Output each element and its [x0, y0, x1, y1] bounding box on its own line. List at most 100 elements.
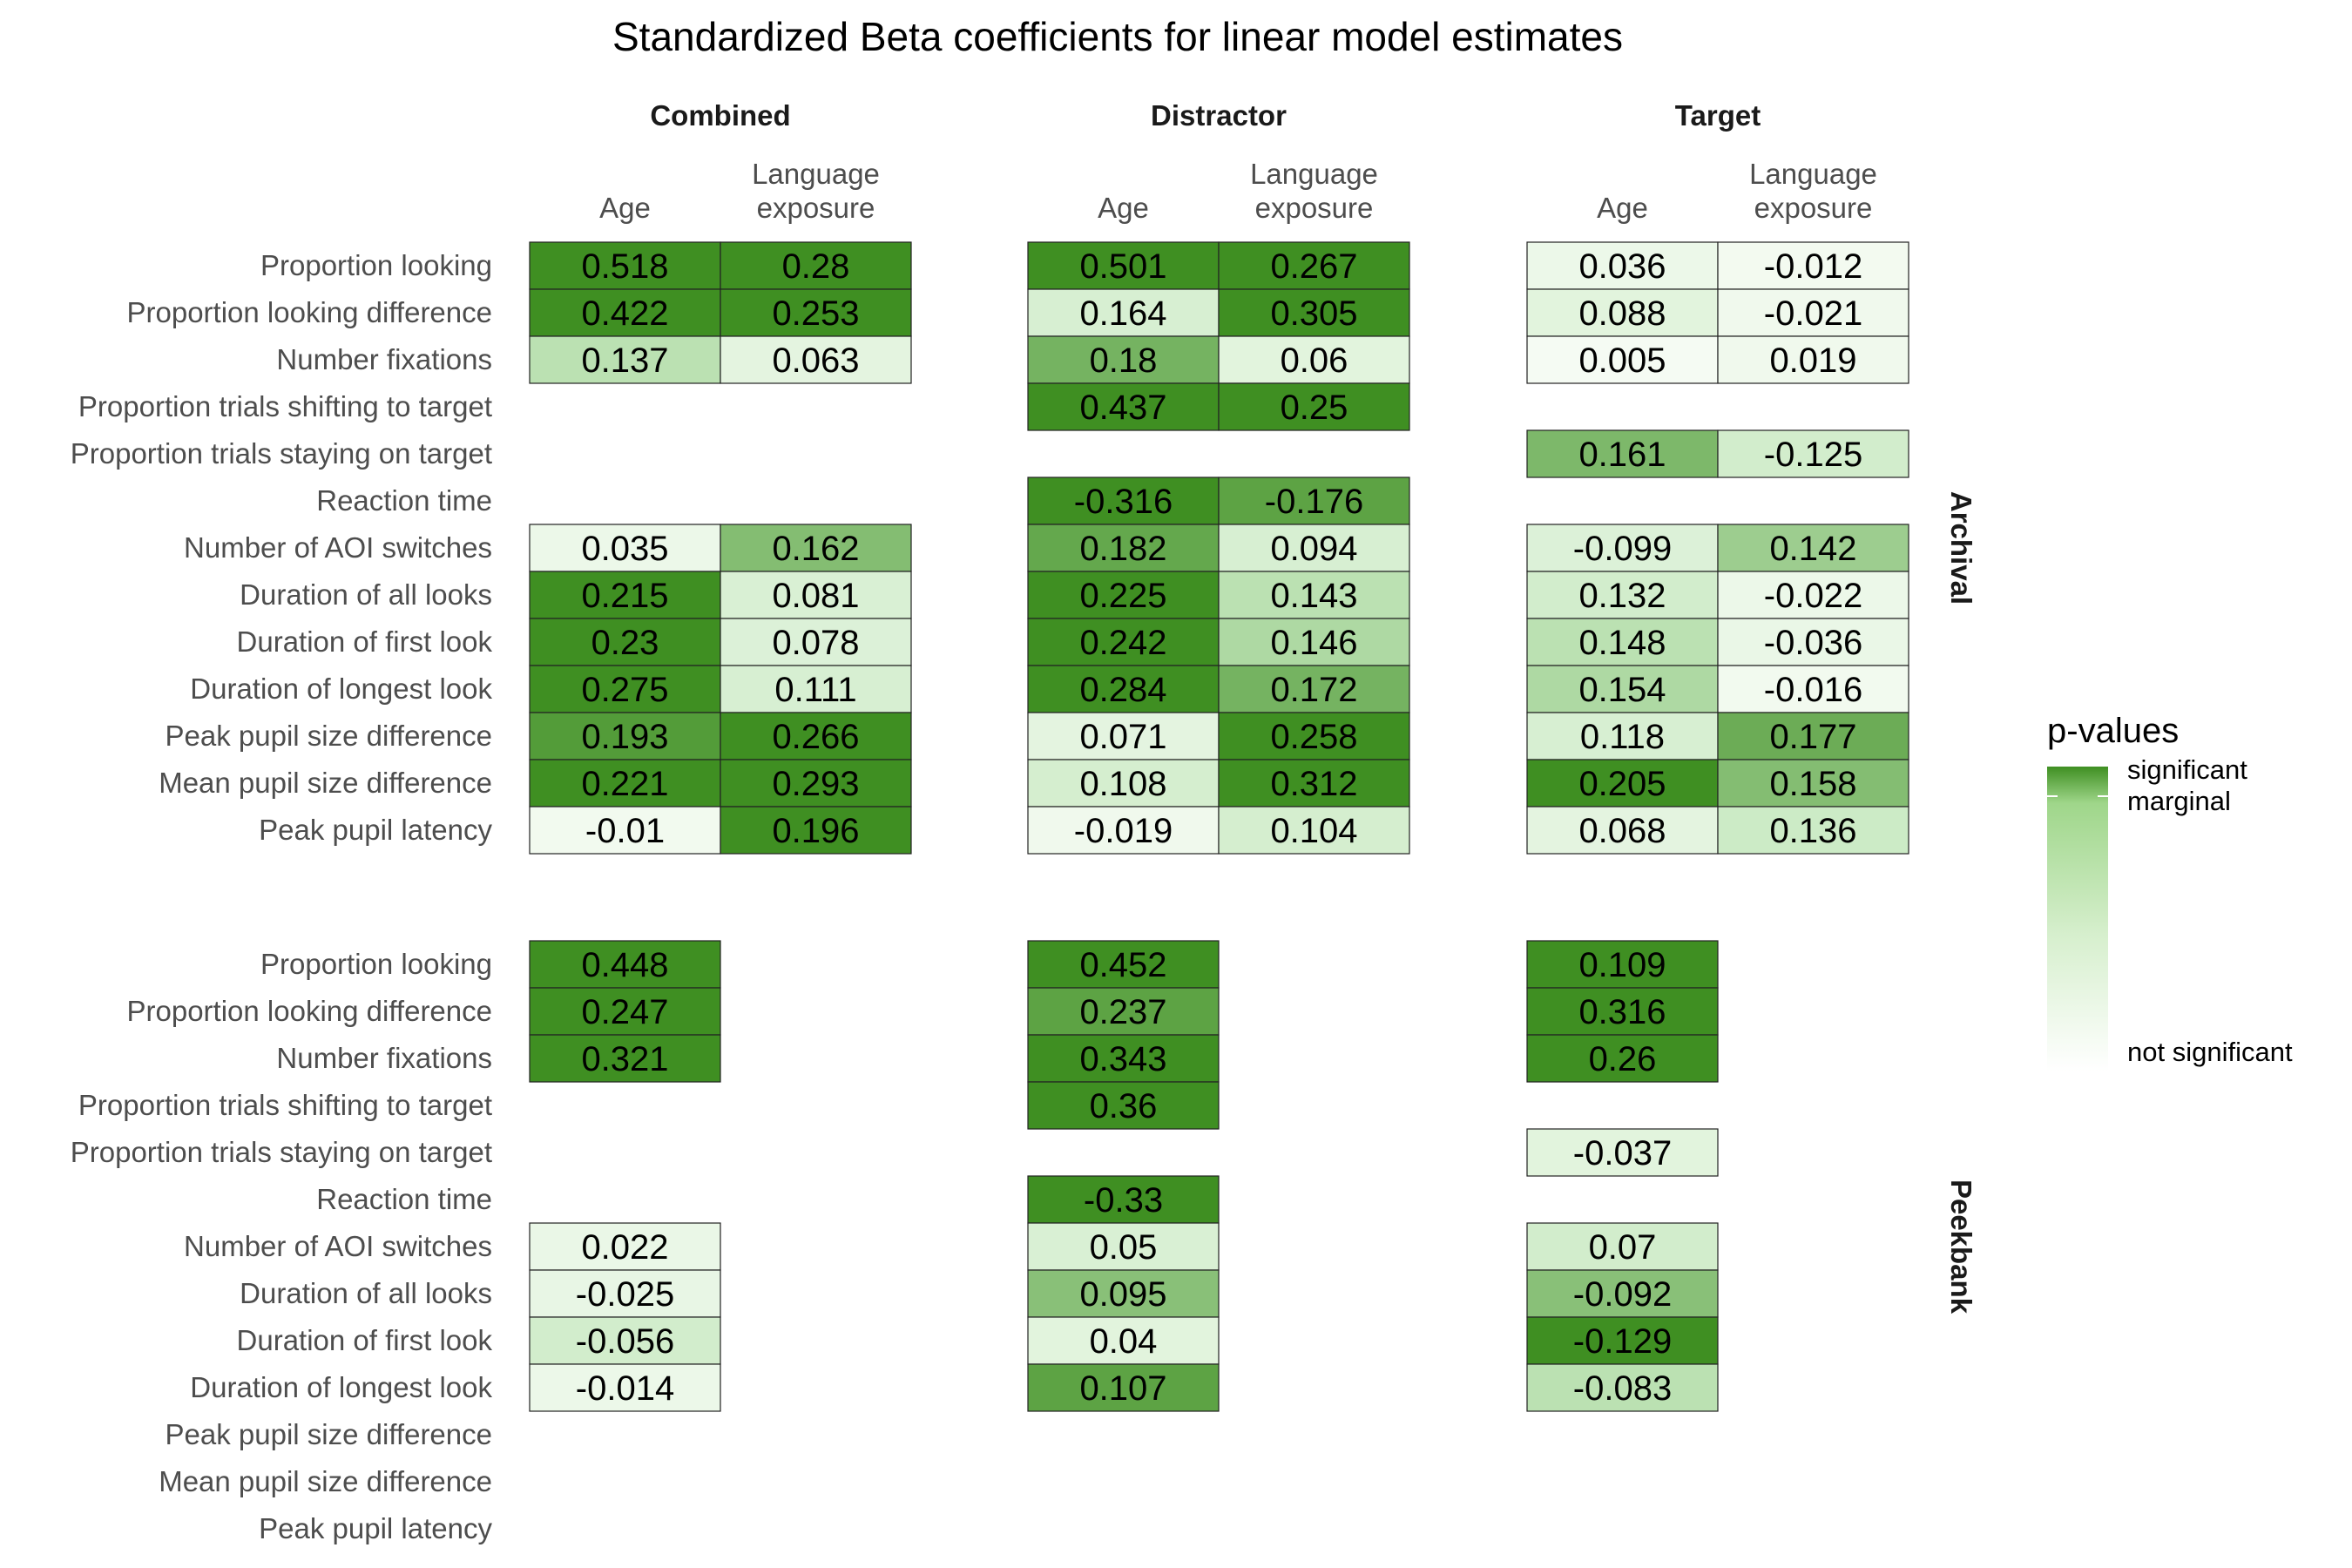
cell-value: 0.172 — [1270, 671, 1357, 709]
cell-value: 0.23 — [591, 624, 659, 662]
row-label: Number fixations — [276, 343, 492, 375]
cell-value: 0.136 — [1769, 812, 1856, 850]
cell-value: 0.284 — [1079, 671, 1166, 709]
heatmap-cell — [1027, 476, 1220, 525]
heatmap-cell — [529, 288, 721, 337]
heatmap-cell — [529, 335, 721, 384]
heatmap-cell — [529, 806, 721, 855]
heatmap-cell — [529, 987, 721, 1036]
heatmap-cell — [720, 806, 912, 855]
heatmap-cell — [1027, 524, 1220, 572]
heatmap-cell — [1027, 940, 1220, 989]
cell-value: -0.025 — [576, 1275, 674, 1314]
heatmap-cell — [1717, 288, 1909, 337]
column-label-language-exposure: Language exposure — [1250, 158, 1378, 224]
cell-value: 0.247 — [581, 993, 668, 1031]
heatmap-cell — [1717, 571, 1909, 619]
row-label: Number of AOI switches — [184, 1230, 492, 1262]
cell-value: 0.06 — [1281, 341, 1348, 380]
cell-value: -0.099 — [1573, 530, 1672, 568]
column-label-language-exposure: Language exposure — [1749, 158, 1877, 224]
panel-title-combined: Combined — [650, 99, 790, 132]
cell-value: -0.056 — [576, 1322, 674, 1361]
cell-value: 0.448 — [581, 946, 668, 984]
heatmap-cell — [1526, 571, 1719, 619]
heatmap-cell — [720, 618, 912, 666]
cell-value: -0.021 — [1764, 294, 1862, 333]
heatmap-cell — [1526, 288, 1719, 337]
cell-value: 0.18 — [1090, 341, 1158, 380]
cell-value: 0.164 — [1079, 294, 1166, 333]
cell-value: 0.275 — [581, 671, 668, 709]
cell-value: 0.078 — [772, 624, 859, 662]
heatmap-cell — [1218, 618, 1410, 666]
cell-value: 0.437 — [1079, 389, 1166, 427]
cell-value: 0.019 — [1769, 341, 1856, 380]
row-label: Number fixations — [276, 1042, 492, 1074]
cell-value: 0.266 — [772, 718, 859, 756]
cell-value: 0.25 — [1281, 389, 1348, 427]
heatmap-cell — [1526, 335, 1719, 384]
row-label: Proportion looking — [260, 948, 492, 980]
cell-value: 0.158 — [1769, 765, 1856, 803]
heatmap-cell — [1218, 712, 1410, 760]
cell-value: 0.05 — [1090, 1228, 1158, 1267]
row-label: Proportion looking difference — [127, 995, 493, 1027]
panels: Combined Age Language exposure Distractor Age… — [71, 99, 1977, 1544]
heatmap-cell — [529, 1316, 721, 1365]
row-label: Proportion looking — [260, 249, 492, 281]
row-label: Duration of longest look — [190, 1371, 492, 1403]
heatmap-cell — [1526, 1363, 1719, 1412]
heatmap-cell — [1027, 987, 1220, 1036]
heatmap-cell — [1027, 1081, 1220, 1130]
cell-value: 0.095 — [1079, 1275, 1166, 1314]
cell-value: 0.088 — [1578, 294, 1666, 333]
heatmap-cell — [529, 1222, 721, 1271]
column-label-age: Age — [1098, 192, 1149, 224]
cell-value: 0.237 — [1079, 993, 1166, 1031]
heatmap-cell — [720, 288, 912, 337]
cell-value: 0.343 — [1079, 1040, 1166, 1078]
cell-value: 0.094 — [1270, 530, 1357, 568]
heatmap-cell — [720, 759, 912, 808]
row-label: Mean pupil size difference — [159, 767, 492, 799]
heatmap-cell — [1526, 712, 1719, 760]
heatmap-cell — [1717, 524, 1909, 572]
cell-value: -0.016 — [1764, 671, 1862, 709]
heatmap-cell — [1027, 1222, 1220, 1271]
legend-colorbar — [2047, 767, 2108, 1071]
cell-value: 0.07 — [1589, 1228, 1657, 1267]
cell-value: 0.293 — [772, 765, 859, 803]
heatmap-cell — [1526, 1316, 1719, 1365]
heatmap-cell — [529, 759, 721, 808]
cell-value: 0.111 — [774, 671, 856, 709]
cell-value: -0.01 — [585, 812, 665, 850]
panel-title-distractor: Distractor — [1151, 99, 1287, 132]
heatmap-cell — [1526, 524, 1719, 572]
cell-value: 0.321 — [581, 1040, 668, 1078]
cell-value: 0.107 — [1079, 1369, 1166, 1408]
heatmap-cell — [1218, 382, 1410, 431]
cell-value: -0.083 — [1573, 1369, 1672, 1408]
heatmap-cell — [1218, 759, 1410, 808]
heatmap-cell — [1218, 288, 1410, 337]
cell-value: 0.109 — [1578, 946, 1666, 984]
heatmap-cell — [1027, 618, 1220, 666]
row-label: Duration of all looks — [240, 578, 492, 611]
heatmap-cell — [529, 1034, 721, 1083]
cell-value: 0.04 — [1090, 1322, 1158, 1361]
cell-value: 0.108 — [1079, 765, 1166, 803]
cell-value: 0.316 — [1578, 993, 1666, 1031]
row-label: Duration of first look — [237, 1324, 493, 1356]
cell-value: -0.125 — [1764, 436, 1862, 474]
heatmap-cell — [720, 335, 912, 384]
heatmap-cell — [1027, 1316, 1220, 1365]
cell-value: 0.132 — [1578, 577, 1666, 615]
cell-value: 0.148 — [1578, 624, 1666, 662]
heatmap-cell — [1218, 665, 1410, 713]
heatmap-cell — [1218, 241, 1410, 290]
cell-value: 0.242 — [1079, 624, 1166, 662]
cell-value: 0.137 — [581, 341, 668, 380]
cell-value: 0.036 — [1578, 247, 1666, 286]
